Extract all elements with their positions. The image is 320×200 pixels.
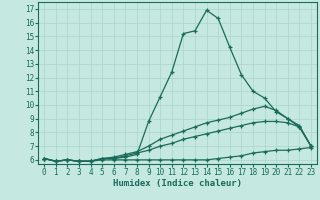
X-axis label: Humidex (Indice chaleur): Humidex (Indice chaleur) bbox=[113, 179, 242, 188]
